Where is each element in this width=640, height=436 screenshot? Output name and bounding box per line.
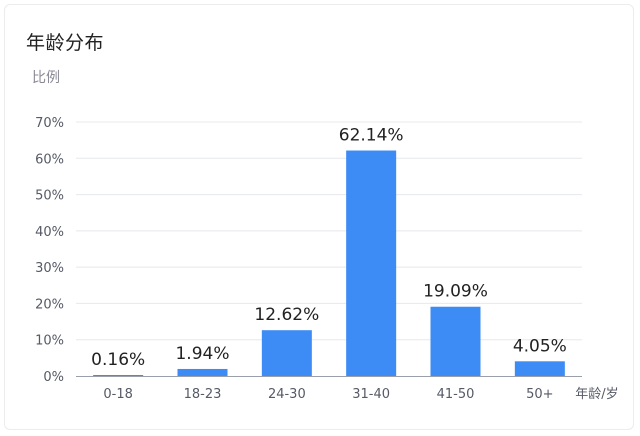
- bar: [177, 368, 228, 376]
- chart-card: [4, 4, 634, 430]
- x-axis-title: 年龄/岁: [575, 387, 618, 402]
- data-labels: 0.16% 1.94% 12.62% 62.14% 19.09% 4.05%: [91, 126, 567, 370]
- chart-title: 年龄分布: [26, 32, 105, 54]
- data-label: 19.09%: [423, 282, 488, 302]
- y-tick-label: 0%: [43, 370, 64, 385]
- bar: [346, 150, 397, 376]
- data-label: 62.14%: [339, 126, 404, 146]
- bar: [514, 361, 565, 376]
- data-label: 1.94%: [175, 344, 229, 364]
- data-label: 4.05%: [513, 336, 567, 356]
- bar: [93, 375, 144, 376]
- bars: [93, 150, 565, 376]
- y-tick-label: 10%: [35, 334, 64, 349]
- y-tick-label: 60%: [35, 152, 64, 167]
- x-tick-label: 41-50: [437, 387, 475, 402]
- x-tick-label: 31-40: [352, 387, 390, 402]
- gridlines: [76, 121, 582, 341]
- x-tick-label: 18-23: [184, 387, 222, 402]
- y-axis-title: 比例: [32, 70, 60, 86]
- x-tick-label: 50+: [526, 387, 553, 402]
- y-tick-label: 20%: [35, 297, 64, 312]
- bar: [430, 306, 481, 376]
- data-label: 12.62%: [254, 305, 319, 325]
- x-tick-labels: 0-18 18-23 24-30 31-40 41-50 50+: [103, 387, 553, 402]
- bar: [261, 330, 312, 376]
- y-tick-labels: 0% 10% 20% 30% 40% 50% 60% 70%: [35, 116, 64, 385]
- x-tick-label: 24-30: [268, 387, 306, 402]
- y-tick-label: 40%: [35, 225, 64, 240]
- y-tick-label: 30%: [35, 261, 64, 276]
- y-tick-label: 50%: [35, 189, 64, 204]
- x-tick-label: 0-18: [103, 387, 133, 402]
- data-label: 0.16%: [91, 350, 145, 370]
- y-tick-label: 70%: [35, 116, 64, 131]
